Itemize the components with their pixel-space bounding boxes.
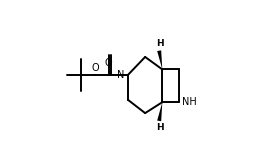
Polygon shape (157, 102, 162, 121)
Text: O: O (105, 58, 112, 68)
Polygon shape (157, 50, 162, 69)
Text: O: O (92, 63, 99, 73)
Text: N: N (117, 70, 124, 80)
Text: NH: NH (182, 97, 197, 107)
Text: H: H (156, 39, 164, 48)
Text: H: H (156, 123, 164, 132)
